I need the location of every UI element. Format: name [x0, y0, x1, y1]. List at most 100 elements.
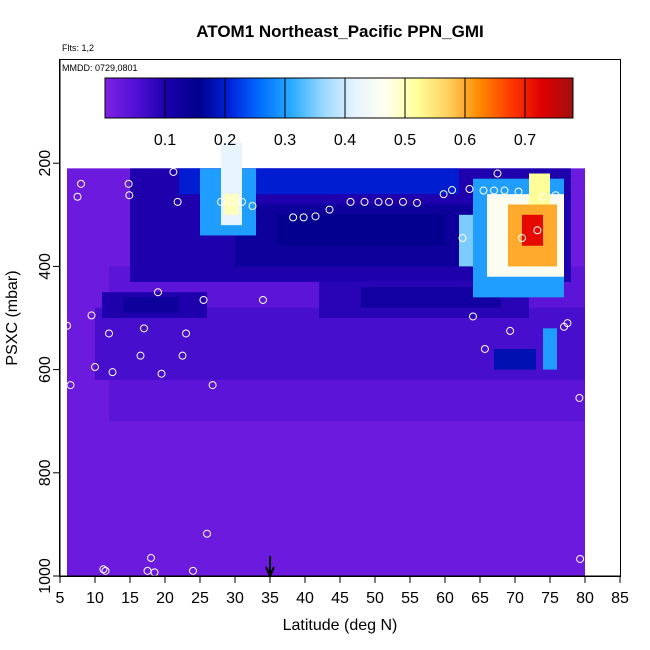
observation-point-38 [360, 197, 369, 206]
observation-point-36 [325, 205, 334, 214]
colorbar-tick-label-6: 0.7 [514, 132, 536, 149]
chart-title: ATOM1 Northeast_Pacific PPN_GMI [196, 22, 484, 41]
y-axis: 200 400 600 800 1000 [37, 60, 61, 594]
observation-point-5 [87, 311, 96, 320]
observation-point-8 [101, 566, 110, 575]
observation-point-62 [576, 554, 585, 563]
heatmap-field [67, 142, 585, 577]
observation-point-39 [374, 197, 383, 206]
observation-point-51 [493, 169, 502, 178]
y-axis-label: PSXC (mbar) [4, 270, 21, 365]
colorbar-tick-label-4: 0.5 [394, 132, 416, 149]
observation-point-32 [259, 295, 267, 304]
flights-note: Flts: 1,2 [62, 43, 94, 53]
observation-points [57, 167, 585, 577]
observation-point-47 [469, 312, 477, 321]
x-tick-label-15: 80 [576, 590, 594, 607]
observation-point-9 [105, 329, 113, 338]
observation-point-25 [199, 295, 208, 304]
colorbar-gradient [104, 77, 574, 119]
y-tick-label-0: 200 [37, 150, 54, 177]
observation-point-3 [73, 192, 82, 201]
observation-point-19 [157, 369, 166, 378]
x-tick-label-4: 25 [191, 590, 209, 607]
observation-point-54 [514, 187, 523, 196]
x-tick-label-16: 85 [611, 590, 629, 607]
observation-point-46 [465, 185, 474, 193]
observation-point-43 [439, 190, 448, 199]
observation-point-60 [563, 319, 572, 328]
colorbar-tick-label-0: 0.1 [154, 132, 176, 149]
observation-point-13 [136, 351, 145, 360]
field-cell-20 [543, 328, 557, 370]
x-tick-label-5: 30 [226, 590, 244, 607]
observation-point-20 [169, 167, 178, 176]
observation-point-52 [500, 186, 509, 195]
x-tick-label-2: 15 [121, 590, 139, 607]
x-tick-label-8: 45 [331, 590, 349, 607]
observation-point-24 [189, 566, 197, 575]
observation-point-31 [248, 202, 257, 211]
observation-point-33 [289, 213, 298, 222]
x-axis: 5 10 15 20 25 30 35 40 45 50 55 60 65 70 75 80 85 [56, 575, 629, 607]
observation-point-6 [91, 363, 99, 372]
observation-point-18 [154, 288, 162, 297]
field-cell-4 [123, 297, 179, 313]
observation-point-4 [77, 179, 85, 188]
observation-point-61 [575, 393, 584, 402]
field-cell-9 [277, 214, 445, 246]
y-tick-label-1: 400 [37, 253, 54, 280]
colorbar-tick-label-5: 0.6 [454, 132, 476, 149]
latitude-marker-arrow [265, 556, 275, 579]
observation-point-29 [227, 196, 236, 205]
x-tick-label-0: 5 [56, 590, 65, 607]
y-tick-label-3: 800 [37, 459, 54, 486]
x-tick-label-10: 55 [401, 590, 419, 607]
observation-point-41 [399, 197, 407, 206]
x-tick-label-1: 10 [86, 590, 104, 607]
observation-point-11 [124, 179, 133, 188]
observation-point-57 [539, 192, 547, 201]
observation-point-16 [147, 553, 155, 562]
marker-arrow-head [265, 566, 275, 579]
date-note: MMDD: 0729,0801 [62, 63, 138, 73]
observation-point-40 [385, 197, 393, 206]
x-tick-label-7: 40 [296, 590, 314, 607]
y-tick-label-2: 600 [37, 356, 54, 383]
field-cell-19 [529, 173, 550, 205]
observation-point-0 [57, 566, 66, 575]
observation-point-34 [299, 213, 308, 222]
observation-point-10 [108, 368, 117, 377]
observation-point-22 [178, 351, 187, 360]
colorbar-tick-label-1: 0.2 [214, 132, 236, 149]
x-axis-label: Latitude (deg N) [283, 617, 398, 634]
colorbar-tick-label-3: 0.4 [334, 132, 356, 149]
observation-point-53 [506, 326, 515, 335]
y-tick-label-4: 1000 [37, 558, 54, 594]
observation-point-45 [458, 234, 467, 243]
observation-point-37 [346, 197, 355, 206]
field-cell-6 [361, 287, 501, 308]
observation-point-2 [66, 381, 75, 390]
observation-point-58 [551, 191, 560, 200]
observation-point-50 [490, 186, 498, 195]
x-tick-label-9: 50 [366, 590, 384, 607]
observation-point-48 [479, 186, 488, 195]
observation-point-26 [203, 529, 211, 538]
x-tick-label-11: 60 [436, 590, 454, 607]
observation-point-7 [99, 565, 108, 574]
x-tick-label-6: 35 [261, 590, 279, 607]
colorbar-tick-label-2: 0.3 [274, 132, 296, 149]
field-cell-21 [494, 348, 536, 370]
observation-point-1 [63, 321, 71, 330]
observation-point-44 [448, 186, 456, 195]
observation-point-56 [533, 226, 542, 235]
observation-point-30 [238, 197, 246, 206]
observation-point-27 [208, 381, 217, 390]
x-tick-label-12: 65 [471, 590, 489, 607]
observation-point-28 [217, 197, 225, 206]
field-cell-18 [522, 214, 543, 246]
x-tick-label-13: 70 [506, 590, 524, 607]
